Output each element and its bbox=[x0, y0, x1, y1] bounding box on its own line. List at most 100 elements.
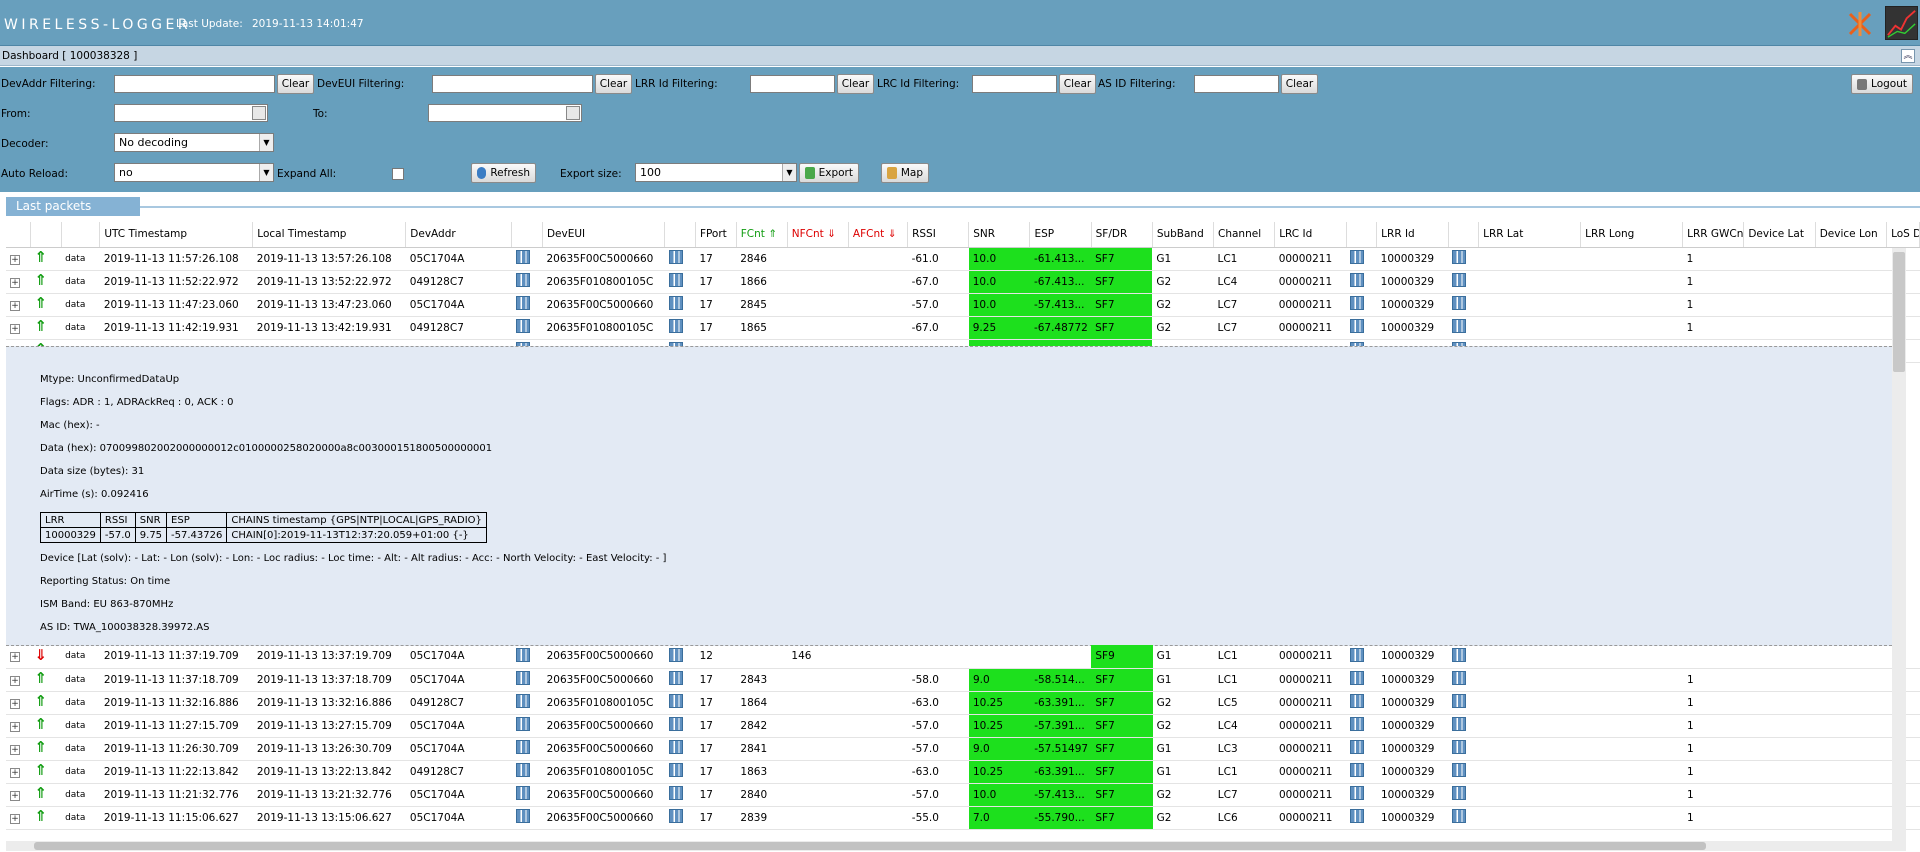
info-chart-icon[interactable] bbox=[1350, 809, 1365, 823]
info-chart-icon[interactable] bbox=[1452, 273, 1467, 287]
info-chart-icon[interactable] bbox=[516, 694, 530, 708]
info-chart-icon[interactable] bbox=[1452, 740, 1467, 754]
column-header[interactable]: Device Lat bbox=[1743, 222, 1816, 248]
table-row[interactable]: + ⇑ data 2019-11-13 11:47:23.060 2019-11-13 … bbox=[6, 293, 1920, 317]
column-header[interactable]: FPort bbox=[695, 222, 737, 248]
info-chart-icon[interactable] bbox=[1350, 740, 1365, 754]
table-row[interactable]: + ⇑ data 2019-11-13 11:27:15.709 2019-11-13 … bbox=[6, 714, 1920, 738]
info-chart-icon[interactable] bbox=[515, 273, 530, 287]
info-chart-icon[interactable] bbox=[1452, 763, 1467, 777]
column-header[interactable] bbox=[61, 222, 101, 248]
from-date-input[interactable] bbox=[114, 104, 268, 122]
expand-row-icon[interactable]: + bbox=[10, 767, 20, 778]
lrr-filter-input[interactable] bbox=[750, 75, 835, 93]
expand-row-icon[interactable]: + bbox=[10, 323, 20, 334]
expand-row-icon[interactable]: + bbox=[10, 675, 20, 686]
collapse-up-icon[interactable]: ︽ bbox=[1901, 49, 1915, 63]
table-row[interactable]: + ⇑ data 2019-11-13 11:26:30.709 2019-11-13 … bbox=[6, 737, 1920, 761]
map-button[interactable]: Map bbox=[881, 163, 929, 183]
column-header[interactable]: LRR Lat bbox=[1478, 222, 1582, 248]
column-header[interactable]: LRC Id bbox=[1274, 222, 1347, 248]
calendar-icon[interactable] bbox=[566, 106, 580, 120]
info-chart-icon[interactable] bbox=[1350, 647, 1365, 662]
export-size-select[interactable]: 100 ▼ bbox=[635, 163, 797, 182]
info-chart-icon[interactable] bbox=[1350, 319, 1365, 333]
vertical-scrollbar[interactable] bbox=[1892, 248, 1906, 844]
deveui-filter-input[interactable] bbox=[432, 75, 593, 93]
expand-all-checkbox[interactable] bbox=[392, 168, 404, 180]
to-date-input[interactable] bbox=[428, 104, 582, 122]
column-header[interactable] bbox=[511, 222, 543, 248]
column-header[interactable]: AFCnt ⇓ bbox=[848, 222, 909, 248]
column-header[interactable]: SubBand bbox=[1152, 222, 1215, 248]
expand-row-icon[interactable]: + bbox=[10, 813, 20, 824]
as-clear-button[interactable]: Clear bbox=[1281, 74, 1318, 94]
info-chart-icon[interactable] bbox=[668, 296, 683, 310]
info-chart-icon[interactable] bbox=[1452, 319, 1467, 333]
column-header[interactable] bbox=[1346, 222, 1378, 248]
column-header[interactable]: SF/DR bbox=[1091, 222, 1153, 248]
column-header[interactable]: Device Lon bbox=[1815, 222, 1888, 248]
info-chart-icon[interactable] bbox=[1452, 809, 1467, 823]
auto-reload-select[interactable]: no ▼ bbox=[114, 163, 274, 182]
info-chart-icon[interactable] bbox=[1452, 786, 1467, 800]
table-row[interactable]: + ⇑ data 2019-11-13 11:15:06.627 2019-11-13 … bbox=[6, 806, 1920, 830]
expand-row-icon[interactable]: + bbox=[10, 652, 20, 663]
info-chart-icon[interactable] bbox=[516, 786, 530, 800]
column-header[interactable]: DevEUI bbox=[542, 222, 666, 248]
logout-button[interactable]: Logout bbox=[1851, 74, 1913, 94]
expand-row-icon[interactable]: + bbox=[10, 721, 20, 732]
info-chart-icon[interactable] bbox=[515, 319, 530, 333]
info-chart-icon[interactable] bbox=[1452, 717, 1467, 731]
info-chart-icon[interactable] bbox=[1350, 273, 1365, 287]
calendar-icon[interactable] bbox=[252, 106, 266, 120]
info-chart-icon[interactable] bbox=[669, 786, 684, 800]
column-header[interactable]: RSSI bbox=[907, 222, 970, 248]
column-header[interactable]: LRR GWCnt bbox=[1682, 222, 1745, 248]
devaddr-clear-button[interactable]: Clear bbox=[277, 74, 314, 94]
table-row[interactable]: + ⇑ data 2019-11-13 11:32:16.886 2019-11-13 … bbox=[6, 691, 1920, 715]
column-header[interactable]: LoS Dist bbox=[1886, 222, 1920, 248]
deveui-clear-button[interactable]: Clear bbox=[595, 74, 632, 94]
info-chart-icon[interactable] bbox=[1452, 694, 1467, 708]
refresh-button[interactable]: Refresh bbox=[471, 163, 536, 183]
info-chart-icon[interactable] bbox=[516, 809, 530, 823]
table-row[interactable]: + ⇑ data 2019-11-13 11:37:18.709 2019-11-13 … bbox=[6, 668, 1920, 692]
column-header[interactable] bbox=[664, 222, 696, 248]
expand-row-icon[interactable]: + bbox=[10, 744, 20, 755]
expand-row-icon[interactable]: + bbox=[10, 698, 20, 709]
info-chart-icon[interactable] bbox=[1350, 694, 1365, 708]
column-header[interactable]: SNR bbox=[968, 222, 1031, 248]
info-chart-icon[interactable] bbox=[1350, 671, 1365, 685]
info-chart-icon[interactable] bbox=[515, 296, 530, 310]
info-chart-icon[interactable] bbox=[516, 740, 530, 754]
table-row[interactable]: + ⇑ data 2019-11-13 11:52:22.972 2019-11-13 … bbox=[6, 270, 1920, 294]
column-header[interactable]: LRR Long bbox=[1580, 222, 1684, 248]
info-chart-icon[interactable] bbox=[669, 740, 684, 754]
expand-row-icon[interactable]: + bbox=[10, 300, 20, 311]
info-chart-icon[interactable] bbox=[1452, 296, 1467, 310]
table-row[interactable]: + ⇑ data 2019-11-13 11:21:32.776 2019-11-13 … bbox=[6, 783, 1920, 807]
table-row[interactable]: + ⇓ data 2019-11-13 11:37:19.709 2019-11-13 … bbox=[6, 645, 1920, 669]
info-chart-icon[interactable] bbox=[1452, 250, 1467, 264]
column-header[interactable]: FCnt ⇑ bbox=[736, 222, 788, 248]
info-chart-icon[interactable] bbox=[516, 717, 530, 731]
table-row[interactable]: + ⇑ data 2019-11-13 11:57:26.108 2019-11-13 … bbox=[6, 247, 1920, 271]
info-chart-icon[interactable] bbox=[668, 273, 683, 287]
lrr-clear-button[interactable]: Clear bbox=[837, 74, 874, 94]
expand-row-icon[interactable]: + bbox=[10, 790, 20, 801]
table-row[interactable]: + ⇑ data 2019-11-13 11:42:19.931 2019-11-13 … bbox=[6, 316, 1920, 340]
info-chart-icon[interactable] bbox=[1452, 671, 1467, 685]
expand-row-icon[interactable]: + bbox=[10, 254, 20, 265]
info-chart-icon[interactable] bbox=[1350, 717, 1365, 731]
info-chart-icon[interactable] bbox=[516, 647, 530, 662]
export-button[interactable]: Export bbox=[799, 163, 859, 183]
expand-row-icon[interactable]: + bbox=[10, 277, 20, 288]
info-chart-icon[interactable] bbox=[669, 763, 684, 777]
column-header[interactable] bbox=[6, 222, 31, 248]
lrc-clear-button[interactable]: Clear bbox=[1059, 74, 1096, 94]
horizontal-scroll-thumb[interactable] bbox=[34, 842, 1706, 850]
column-header[interactable]: UTC Timestamp bbox=[99, 222, 254, 248]
table-row[interactable]: + ⇑ data 2019-11-13 11:22:13.842 2019-11-13 … bbox=[6, 760, 1920, 784]
info-chart-icon[interactable] bbox=[515, 250, 530, 264]
